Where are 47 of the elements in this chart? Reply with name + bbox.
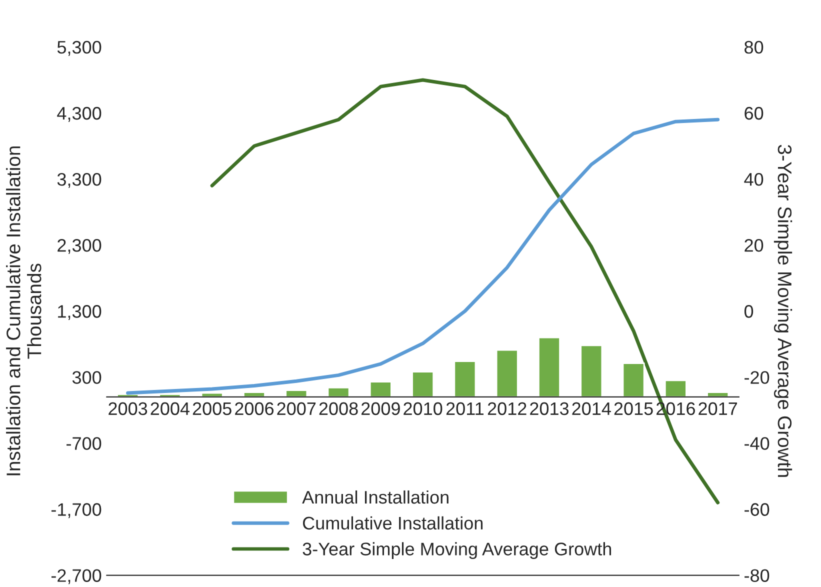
- bar: [369, 381, 392, 398]
- x-tick-label: 2008: [319, 402, 358, 416]
- y2-tick-label: -20: [744, 371, 770, 384]
- x-tick-label: 2011: [446, 402, 484, 416]
- bar: [538, 336, 560, 398]
- bar: [412, 371, 434, 398]
- y2-tick-label: 60: [744, 106, 764, 120]
- y2-tick-label: 80: [744, 40, 764, 54]
- line-series: [126, 118, 720, 395]
- y2-axis-title: 3-Year Simple Moving Average Growth: [774, 144, 792, 477]
- y-tick-label: 5,300: [57, 40, 102, 56]
- legend-label: 3-Year Simple Moving Average Growth: [302, 542, 612, 560]
- bar: [454, 360, 476, 398]
- y2-tick-label: 0: [744, 305, 754, 318]
- y2-tick-label: 20: [744, 239, 764, 252]
- bar: [622, 362, 645, 398]
- y-tick-label: 4,300: [57, 106, 102, 122]
- y-tick-label: 1,300: [58, 305, 102, 320]
- x-tick-label: 2017: [698, 402, 738, 416]
- x-tick-label: 2007: [277, 402, 316, 416]
- x-tick-label: 2012: [488, 402, 526, 416]
- x-tick-label: 2006: [235, 402, 274, 416]
- y2-tick-label: -40: [744, 437, 770, 450]
- y-tick-label: 2,300: [58, 239, 102, 254]
- y2-tick-label: 40: [744, 172, 764, 186]
- bar: [580, 344, 603, 398]
- legend-label: Annual Installation: [302, 490, 448, 504]
- x-tick-label: 2013: [530, 402, 569, 416]
- bar: [496, 349, 518, 398]
- x-tick-label: 2005: [192, 402, 232, 416]
- legend-label: Cumulative Installation: [302, 516, 483, 530]
- x-tick-label: 2014: [572, 402, 611, 416]
- y2-tick-label: -80: [744, 569, 770, 582]
- y-tick-label: -1,700: [51, 503, 102, 518]
- y-tick-label: -700: [66, 437, 102, 450]
- y-tick-label: -2,700: [51, 569, 102, 584]
- y-tick-label: 300: [72, 371, 102, 384]
- bar: [664, 380, 687, 398]
- y-tick-label: 3,300: [57, 172, 102, 188]
- x-tick-label: 2004: [150, 402, 190, 416]
- x-tick-label: 2010: [404, 402, 442, 416]
- y-axis-title: Installation and Cumulative Installation Thousands: [6, 146, 42, 476]
- x-tick-label: 2003: [108, 402, 148, 416]
- x-tick-label: 2009: [362, 402, 400, 416]
- x-tick-label: 2015: [614, 402, 653, 416]
- y2-tick-label: -60: [744, 503, 770, 516]
- bar: [327, 387, 350, 398]
